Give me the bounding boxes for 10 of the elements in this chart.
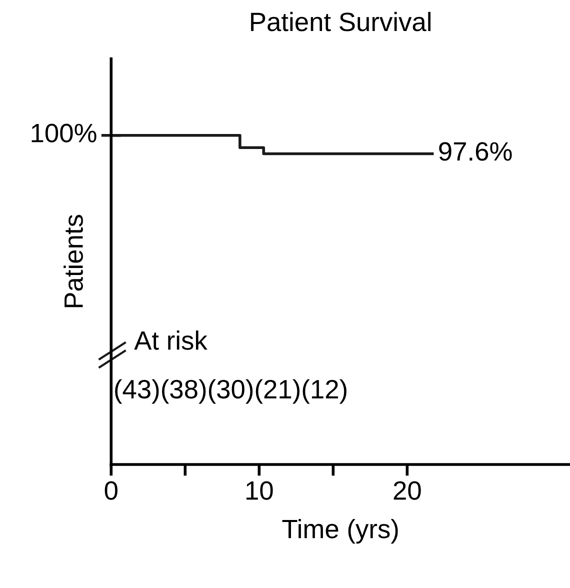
x-tick-label: 10 xyxy=(246,481,273,500)
annotation: At risk xyxy=(134,330,208,350)
data-label: 97.6% xyxy=(439,142,512,161)
data-label: 100% xyxy=(32,124,96,142)
chart-title: Patient Survival xyxy=(251,12,430,32)
x-axis-title: Time (yrs) xyxy=(282,518,398,544)
annotation: (43)(38)(30)(21)(12) xyxy=(115,379,346,404)
x-tick-label: 0 xyxy=(104,481,118,500)
y-axis-title: Patients xyxy=(64,214,83,308)
x-tick-label: 20 xyxy=(394,481,421,500)
